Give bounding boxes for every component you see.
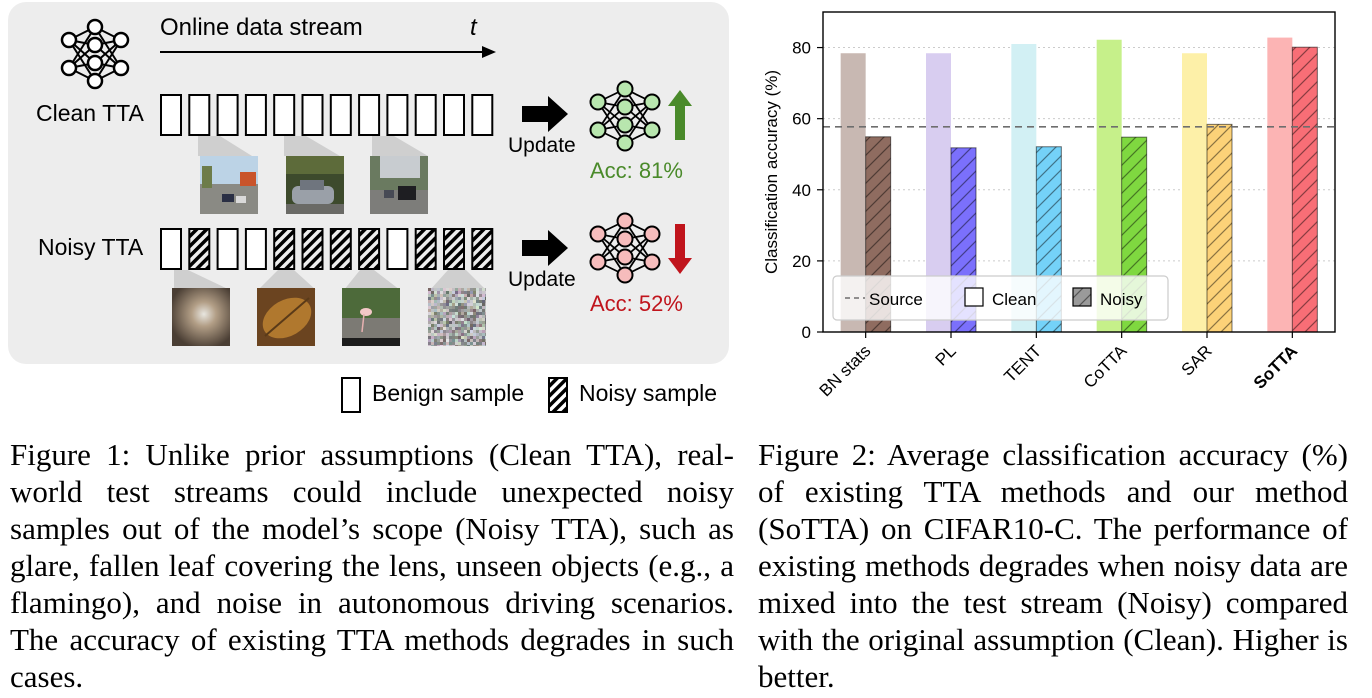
- benign-sample: [216, 94, 239, 136]
- benign-sample: [386, 228, 409, 270]
- legend-noisy-hatch: [1073, 288, 1091, 306]
- time-label: t: [470, 14, 477, 41]
- noisy-update-label: Update: [508, 268, 576, 291]
- legend-source-label: Source: [869, 290, 923, 309]
- noisy-sample: [414, 228, 437, 270]
- clean-network-icon: [589, 80, 661, 152]
- flamingo-photo: [342, 288, 400, 346]
- stream-label: Online data stream: [160, 14, 363, 41]
- x-tick-label: SAR: [1178, 341, 1216, 379]
- noisy-sample: [301, 228, 324, 270]
- noisy-sample-row: [160, 228, 494, 270]
- legend-clean-swatch: [964, 287, 984, 307]
- noisy-sample: [188, 228, 211, 270]
- benign-sample: [160, 94, 182, 136]
- neural-network-icon: [60, 18, 130, 90]
- bar-noisy-hatch: [1207, 124, 1232, 332]
- figure1-caption: Figure 1: Unlike prior assumptions (Clea…: [10, 437, 734, 694]
- street-photo-1: [200, 156, 258, 214]
- y-tick-label: 0: [802, 323, 811, 342]
- bar-noisy-hatch: [1292, 47, 1318, 332]
- time-arrow: [160, 46, 496, 58]
- benign-sample: [358, 94, 381, 136]
- noisy-sample: [358, 228, 381, 270]
- noisy-legend-label: Noisy sample: [579, 380, 718, 406]
- x-tick-label: SoTTA: [1250, 341, 1301, 392]
- benign-sample: [273, 94, 296, 136]
- down-arrow-icon: [668, 224, 692, 274]
- chart-legend: Source Clean Noisy: [832, 275, 1169, 321]
- clean-update-label: Update: [508, 134, 576, 157]
- benign-sample: [216, 228, 239, 270]
- benign-sample: [329, 94, 352, 136]
- noisy-sample: [273, 228, 296, 270]
- clean-tta-label: Clean TTA: [36, 100, 144, 126]
- y-tick-label: 20: [792, 252, 811, 271]
- benign-sample: [244, 228, 267, 270]
- plot-frame: [822, 11, 1336, 333]
- leaf-photo: [257, 288, 315, 346]
- noisy-sample: [471, 228, 494, 270]
- x-tick-label: TENT: [1000, 341, 1045, 386]
- legend-box: [832, 275, 1169, 321]
- y-axis-label: Classification accuracy (%): [762, 70, 781, 274]
- noisy-accuracy: Acc: 52%: [590, 291, 683, 316]
- clean-callouts: [198, 136, 428, 156]
- noisy-sample: [443, 228, 465, 270]
- noisy-network-icon: [589, 212, 661, 284]
- benign-sample: [414, 94, 437, 136]
- clean-accuracy: Acc: 81%: [590, 158, 683, 183]
- clean-sample-row: [160, 94, 494, 136]
- benign-sample: [443, 94, 465, 136]
- benign-sample: [160, 228, 182, 270]
- clean-update-arrow: [522, 96, 568, 132]
- street-photo-3: [370, 156, 428, 214]
- bar-clean-sotta: [1267, 37, 1293, 332]
- bar-clean-sar: [1182, 53, 1207, 332]
- y-tick-label: 60: [792, 110, 811, 129]
- benign-legend-swatch: [341, 377, 361, 413]
- y-tick-label: 40: [792, 181, 811, 200]
- legend-noisy-label: Noisy: [1100, 290, 1143, 309]
- noisy-update-arrow: [522, 230, 568, 266]
- street-photo-2: [286, 156, 344, 214]
- x-tick-label: CoTTA: [1080, 341, 1131, 392]
- benign-legend-label: Benign sample: [372, 380, 525, 406]
- benign-sample: [301, 94, 324, 136]
- benign-sample: [188, 94, 211, 136]
- noisy-callouts: [174, 270, 486, 290]
- glare-photo: [172, 288, 230, 346]
- noisy-sample: [329, 228, 352, 270]
- up-arrow-icon: [668, 90, 692, 140]
- benign-sample: [244, 94, 267, 136]
- noisy-tta-label: Noisy TTA: [38, 234, 144, 260]
- benign-sample: [471, 94, 494, 136]
- benign-sample: [386, 94, 409, 136]
- x-tick-label: BN stats: [816, 341, 875, 400]
- accuracy-bar-chart: 0 20 40 60 80 BN stats PL TENT CoTTA SAR SoTTA Cl…: [762, 11, 1336, 400]
- noisy-legend-swatch: [548, 377, 568, 413]
- noise-photo: [428, 288, 486, 346]
- legend-clean-label: Clean: [992, 290, 1036, 309]
- y-tick-label: 80: [792, 39, 811, 58]
- x-tick-label: PL: [932, 341, 960, 369]
- figure2-caption: Figure 2: Average classification accurac…: [758, 437, 1348, 694]
